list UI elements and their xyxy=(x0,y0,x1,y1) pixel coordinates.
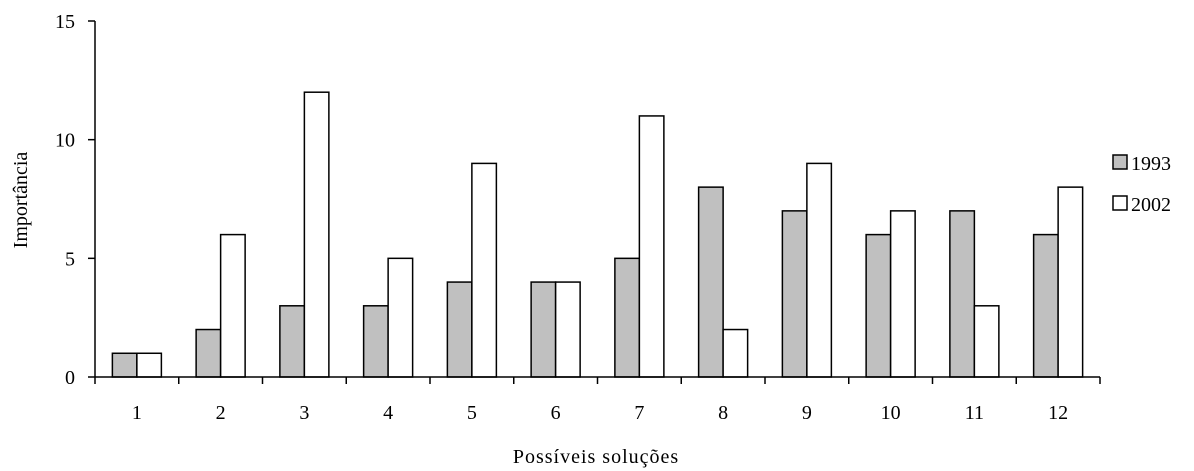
x-tick-label-8: 8 xyxy=(718,402,728,424)
legend-label-2002: 2002 xyxy=(1131,194,1171,216)
bar-2002-9 xyxy=(806,162,833,378)
bar-1993-4 xyxy=(362,305,389,378)
x-tick-label-11: 11 xyxy=(965,402,984,424)
bar-1993-5 xyxy=(446,281,473,378)
bar-1993-7 xyxy=(614,257,641,378)
y-axis-title: Importância xyxy=(10,152,32,249)
legend-swatch-1993 xyxy=(1112,154,1128,170)
bar-2002-11 xyxy=(973,305,1000,378)
bar-1993-6 xyxy=(530,281,557,378)
bar-1993-9 xyxy=(781,210,808,378)
y-tick-label-10: 10 xyxy=(55,130,75,152)
bar-2002-2 xyxy=(219,233,246,378)
x-tick-label-12: 12 xyxy=(1048,402,1068,424)
bar-2002-8 xyxy=(722,328,749,378)
bar-2002-7 xyxy=(638,115,665,378)
x-tick-label-3: 3 xyxy=(299,402,309,424)
bar-1993-3 xyxy=(279,305,306,378)
legend-swatch-2002 xyxy=(1112,195,1128,211)
bar-1993-8 xyxy=(697,186,724,378)
y-tick-label-15: 15 xyxy=(55,11,75,33)
legend: 1993 2002 xyxy=(1112,153,1171,216)
bar-2002-12 xyxy=(1057,186,1084,378)
y-tick-label-5: 5 xyxy=(65,248,75,270)
bar-1993-1 xyxy=(111,352,138,378)
x-tick-label-5: 5 xyxy=(467,402,477,424)
legend-label-1993: 1993 xyxy=(1131,153,1171,175)
x-tick-label-7: 7 xyxy=(634,402,644,424)
bar-2002-4 xyxy=(387,257,414,378)
bar-2002-1 xyxy=(136,352,163,378)
bar-1993-11 xyxy=(949,210,976,378)
bar-1993-10 xyxy=(865,233,892,378)
bar-2002-6 xyxy=(554,281,581,378)
bars-group xyxy=(111,91,1084,378)
bar-2002-10 xyxy=(889,210,916,378)
x-tick-label-10: 10 xyxy=(881,402,901,424)
x-axis-title: Possíveis soluções xyxy=(513,446,679,468)
bar-1993-2 xyxy=(195,328,222,378)
x-tick-label-6: 6 xyxy=(551,402,561,424)
y-tick-label-0: 0 xyxy=(65,367,75,389)
x-tick-label-2: 2 xyxy=(216,402,226,424)
x-tick-label-9: 9 xyxy=(802,402,812,424)
bar-1993-12 xyxy=(1032,233,1059,378)
x-tick-label-4: 4 xyxy=(383,402,393,424)
bar-2002-3 xyxy=(303,91,330,378)
x-tick-label-1: 1 xyxy=(132,402,142,424)
bar-2002-5 xyxy=(471,162,498,378)
